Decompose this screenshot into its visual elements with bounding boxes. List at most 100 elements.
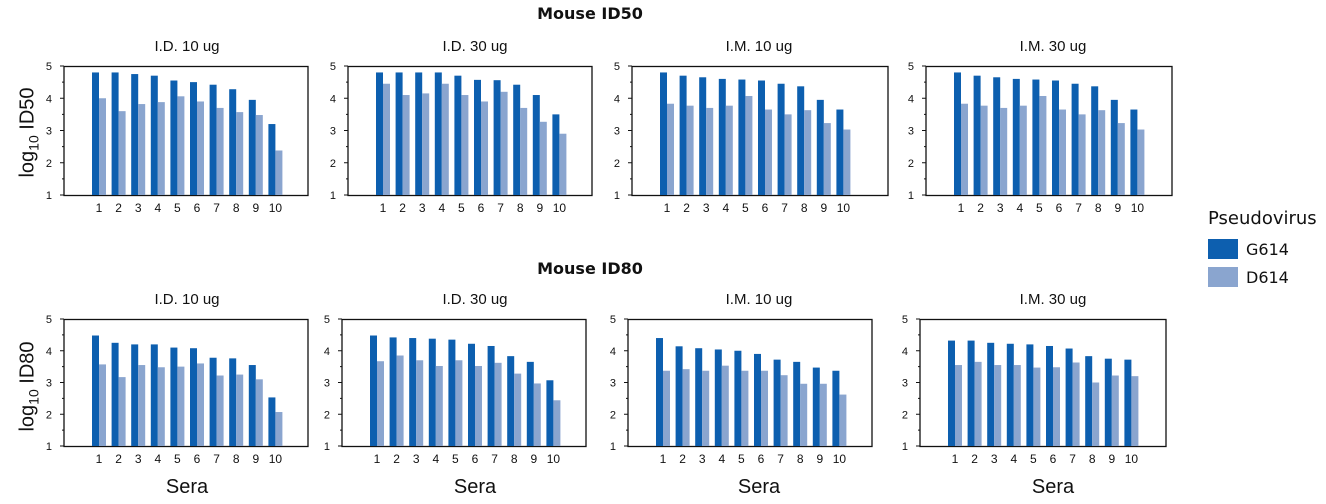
bar-d614-sera-10	[1131, 376, 1139, 446]
bar-g614-sera-3	[695, 348, 703, 446]
x-tick-label: 1	[958, 201, 965, 215]
bar-g614-sera-3	[409, 338, 417, 446]
bar-d614-sera-7	[1078, 114, 1086, 195]
x-tick-label: 5	[174, 201, 181, 215]
bar-g614-sera-9	[812, 367, 820, 446]
x-tick-label: 3	[413, 452, 420, 466]
bar-g614-sera-7	[1065, 348, 1073, 446]
row-title-id50: Mouse ID50	[537, 4, 643, 23]
bar-g614-sera-4	[1012, 78, 1020, 195]
x-tick-label: 7	[781, 201, 788, 215]
bar-d614-sera-7	[216, 107, 224, 195]
legend-item-g614: G614	[1208, 239, 1317, 259]
bar-g614-sera-10	[268, 124, 276, 195]
bar-g614-sera-8	[229, 358, 237, 446]
bar-g614-sera-3	[987, 342, 995, 446]
x-tick-label: 4	[154, 201, 161, 215]
x-tick-label: 3	[703, 201, 710, 215]
bar-g614-sera-9	[248, 99, 256, 195]
legend-label-d614: D614	[1246, 267, 1289, 287]
bar-g614-sera-5	[1026, 344, 1034, 446]
bar-g614-sera-9	[1110, 99, 1118, 195]
y-tick-label: 2	[324, 409, 330, 421]
x-tick-label: 6	[478, 201, 485, 215]
bar-g614-sera-7	[487, 345, 495, 446]
bar-d614-sera-10	[1137, 129, 1145, 195]
bar-g614-sera-10	[552, 114, 560, 195]
y-tick-label: 1	[614, 190, 620, 202]
x-tick-label: 3	[135, 201, 142, 215]
bar-d614-sera-7	[494, 362, 502, 446]
bar-d614-sera-1	[961, 103, 968, 195]
bar-d614-sera-9	[1117, 123, 1125, 195]
bar-g614-sera-3	[699, 77, 707, 195]
bar-g614-sera-2	[675, 346, 683, 446]
bar-g614-sera-8	[793, 361, 801, 446]
bar-d614-sera-8	[800, 383, 808, 446]
y-tick-label: 1	[46, 441, 52, 453]
bar-g614-sera-8	[797, 86, 805, 195]
bar-g614-sera-10	[546, 380, 554, 446]
bar-d614-sera-5	[461, 95, 469, 195]
bar-d614-sera-8	[520, 107, 528, 195]
panel-title: I.M. 10 ug	[725, 291, 793, 308]
sera-label-4: Sera	[1031, 476, 1075, 498]
y-tick-label: 5	[614, 61, 620, 73]
bar-d614-sera-3	[416, 360, 424, 446]
bar-d614-sera-9	[255, 379, 263, 446]
sera-label-2: Sera	[453, 476, 497, 498]
y-tick-label: 1	[902, 441, 908, 453]
bar-g614-sera-10	[268, 397, 276, 446]
panel-title: I.M. 30 ug	[1019, 291, 1087, 308]
bar-g614-sera-1	[376, 72, 383, 195]
panel-title: I.D. 30 ug	[442, 38, 508, 55]
bar-d614-sera-1	[99, 98, 106, 195]
bar-d614-sera-10	[843, 129, 851, 195]
bar-g614-sera-9	[816, 99, 824, 195]
bar-d614-sera-5	[741, 370, 749, 446]
bar-g614-sera-7	[1071, 83, 1079, 195]
y-tick-label: 2	[46, 158, 52, 170]
x-tick-label: 9	[820, 201, 827, 215]
legend-label-g614: G614	[1246, 239, 1289, 259]
x-tick-label: 10	[1125, 452, 1139, 466]
x-tick-label: 6	[1050, 452, 1057, 466]
bar-d614-sera-2	[118, 111, 126, 195]
bar-g614-sera-5	[738, 79, 746, 195]
x-tick-label: 3	[135, 452, 142, 466]
x-tick-label: 10	[553, 201, 567, 215]
x-tick-label: 9	[1114, 201, 1121, 215]
bar-d614-sera-6	[761, 370, 768, 446]
bar-d614-sera-3	[422, 93, 430, 195]
bar-d614-sera-6	[475, 365, 482, 446]
bar-d614-sera-2	[980, 105, 988, 195]
bar-g614-sera-3	[993, 77, 1001, 195]
bar-d614-sera-2	[974, 361, 982, 446]
panel-title: I.D. 10 ug	[154, 38, 220, 55]
x-tick-label: 2	[679, 452, 686, 466]
bar-g614-sera-5	[448, 339, 456, 446]
y-tick-label: 4	[902, 346, 908, 358]
x-tick-label: 1	[96, 201, 103, 215]
bar-d614-sera-3	[706, 107, 714, 195]
bar-g614-sera-6	[190, 82, 197, 195]
bar-g614-sera-5	[170, 347, 178, 446]
y-tick-label: 3	[324, 378, 330, 390]
x-tick-label: 9	[530, 452, 537, 466]
x-tick-label: 3	[699, 452, 706, 466]
x-tick-label: 6	[194, 452, 201, 466]
bar-g614-sera-5	[454, 75, 462, 195]
bar-g614-sera-7	[773, 359, 781, 446]
bar-d614-sera-3	[994, 365, 1002, 446]
bar-d614-sera-8	[236, 374, 244, 446]
x-tick-label: 8	[1089, 452, 1096, 466]
x-tick-label: 6	[472, 452, 479, 466]
sera-label-3: Sera	[737, 476, 781, 498]
bar-d614-sera-1	[667, 103, 674, 195]
x-tick-label: 9	[536, 201, 543, 215]
y-tick-label: 4	[330, 93, 336, 105]
y-tick-label: 3	[330, 126, 336, 138]
